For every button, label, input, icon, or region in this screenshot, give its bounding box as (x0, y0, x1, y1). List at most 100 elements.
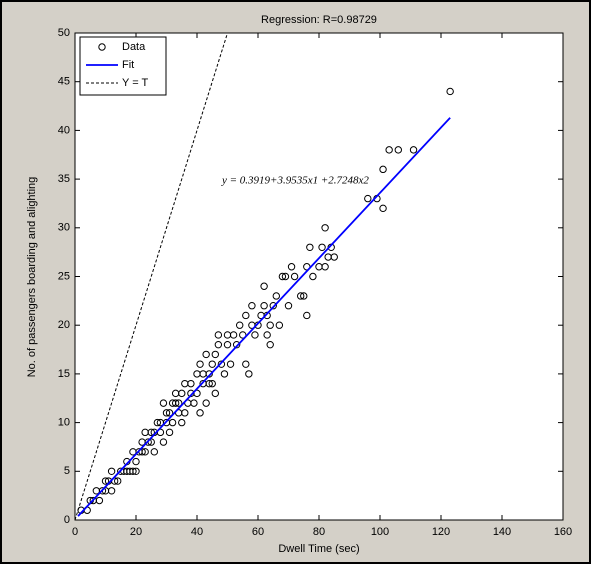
data-point (263, 311, 271, 320)
x-tick-label: 100 (371, 526, 389, 538)
data-point (150, 448, 159, 456)
x-tick-label: 40 (191, 526, 203, 538)
data-point (254, 321, 262, 329)
data-point (132, 457, 140, 466)
y-axis-label: No. of passengers boarding and alighting (26, 177, 38, 378)
data-point (165, 409, 174, 417)
data-point (287, 263, 296, 271)
data-point (211, 389, 220, 398)
data-point (303, 311, 311, 320)
data-point (107, 487, 116, 495)
y-tick-label: 45 (58, 76, 70, 88)
data-point (364, 194, 372, 203)
x-tick-label: 120 (432, 526, 450, 538)
data-point (226, 360, 235, 368)
data-point (263, 331, 271, 339)
data-point (297, 292, 305, 300)
data-point (229, 331, 238, 339)
data-point (196, 360, 204, 368)
data-point (394, 146, 402, 154)
data-point (196, 409, 204, 417)
data-point (409, 146, 418, 154)
data-point (178, 389, 186, 398)
y-tick-label: 35 (58, 173, 70, 185)
plot-area (74, 32, 564, 521)
data-point (242, 311, 250, 320)
data-point (101, 477, 110, 485)
data-point (330, 253, 338, 261)
data-point (217, 360, 226, 368)
data-point (162, 409, 171, 417)
data-point (178, 418, 186, 427)
data-point (187, 379, 195, 388)
data-point (211, 350, 220, 359)
data-point (107, 467, 116, 475)
chart-title: Regression: R=0.98729 (261, 14, 377, 26)
data-point (205, 370, 213, 378)
data-point (214, 331, 223, 339)
annotation: y = 0.3919+3.9535x1 +2.7248x2 (221, 175, 369, 187)
data-point (208, 379, 216, 388)
data-point (98, 487, 107, 495)
data-point (242, 360, 250, 368)
data-point (284, 302, 293, 310)
data-point (223, 340, 232, 349)
x-tick-label: 160 (554, 526, 572, 538)
data-point (181, 409, 189, 417)
data-point (220, 370, 229, 378)
series-line (77, 117, 451, 517)
legend-label: Data (122, 41, 146, 53)
data-point (266, 321, 274, 329)
data-point (318, 243, 326, 251)
data-point (281, 272, 290, 281)
data-point (159, 438, 168, 446)
data-point (269, 302, 277, 310)
data-point (321, 263, 329, 271)
data-point (144, 438, 152, 446)
data-point (309, 272, 317, 281)
data-point (114, 477, 122, 485)
data-point (208, 360, 216, 368)
data-point (266, 340, 274, 349)
data-point (245, 370, 253, 378)
legend-label: Fit (122, 59, 134, 71)
data-point (202, 350, 210, 359)
data-point (239, 331, 247, 339)
data-point (300, 292, 308, 300)
x-tick-label: 140 (493, 526, 511, 538)
data-point (147, 428, 155, 437)
data-point (232, 340, 241, 349)
data-point (446, 87, 454, 96)
data-point (385, 146, 393, 154)
y-tick-label: 40 (58, 124, 70, 136)
x-tick-label: 20 (130, 526, 142, 538)
data-point (272, 292, 280, 300)
data-point (379, 165, 387, 174)
data-point (275, 321, 284, 329)
data-point (190, 399, 198, 407)
y-tick-label: 25 (58, 270, 70, 282)
x-tick-label: 0 (72, 526, 78, 538)
data-point (202, 399, 210, 407)
data-point (278, 272, 287, 281)
y-tick-label: 30 (58, 222, 70, 234)
data-point (321, 224, 329, 232)
legend-label: Y = T (122, 77, 148, 89)
data-point (141, 448, 149, 456)
y-tick-label: 10 (58, 417, 70, 429)
data-point (171, 399, 180, 407)
data-point (251, 331, 259, 339)
data-point (159, 399, 168, 407)
data-point (165, 428, 174, 437)
data-point (306, 243, 314, 251)
y-tick-label: 50 (58, 27, 70, 39)
y-tick-label: 5 (64, 465, 70, 477)
data-point (236, 321, 244, 329)
data-point (168, 418, 177, 427)
data-point (175, 399, 183, 407)
x-axis-label: Dwell Time (sec) (278, 543, 359, 555)
y-tick-label: 20 (58, 319, 70, 331)
data-point (95, 496, 104, 505)
y-tick-label: 0 (64, 514, 70, 526)
